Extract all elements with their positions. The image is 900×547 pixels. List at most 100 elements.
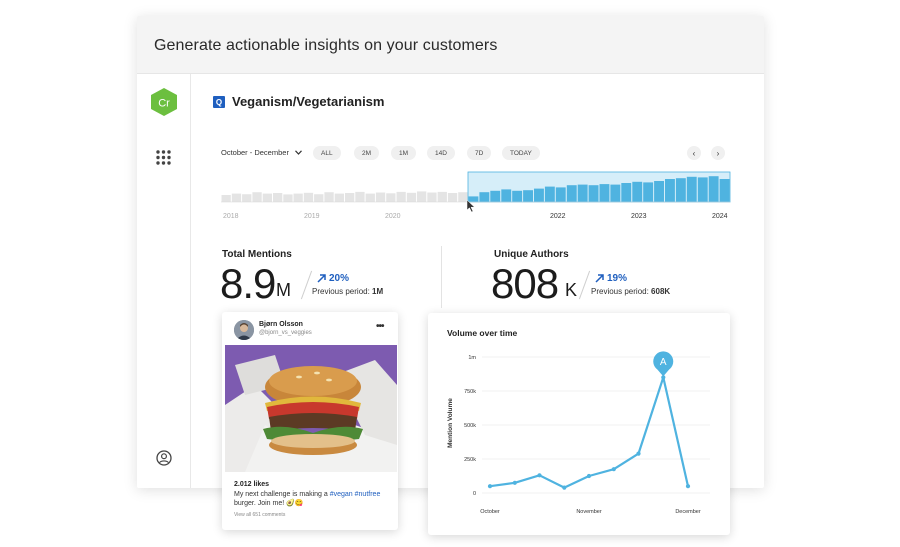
timeline-history-bar (262, 193, 272, 202)
topic-title: Veganism/Vegetarianism (232, 94, 385, 109)
trend-up-icon (317, 274, 326, 283)
timeline-history-bar (365, 193, 375, 202)
data-point (636, 451, 641, 456)
timeline-history-bar (417, 191, 427, 202)
post-caption-text: My next challenge is making a (234, 491, 328, 498)
total-mentions-previous: Previous period: 1M (312, 287, 383, 296)
previous-period-label: Previous period: (591, 287, 649, 296)
data-point (537, 473, 542, 478)
timeline-history-bar (324, 192, 334, 202)
social-post-card[interactable]: Bjørn Olsson @bjorn_vs_veggies ••• (222, 312, 398, 530)
data-point (661, 375, 666, 380)
timeline-history-bar (345, 193, 355, 202)
post-hashtags[interactable]: #vegan #nutfree (329, 491, 381, 498)
chart-annotation: A (653, 351, 674, 377)
annotation-label: A (660, 357, 667, 368)
year-label-2019: 2019 (304, 213, 320, 220)
timeline-history-bar (355, 191, 365, 202)
timeline-history-bar (386, 193, 396, 202)
range-button-today[interactable]: TODAY (502, 146, 540, 160)
x-tick-label: November (576, 509, 602, 515)
timeline-selected-bar (665, 179, 675, 202)
unique-authors-change: 19% (607, 273, 628, 284)
total-mentions-value: 8.9 (220, 260, 276, 307)
previous-period-value: 1M (372, 287, 384, 296)
timeline-selected-bar (544, 186, 555, 202)
timeline-history-bar (252, 192, 262, 202)
timeline-history-bar (303, 192, 314, 202)
timeline-history-bar (273, 193, 283, 202)
total-mentions-label: Total Mentions (222, 249, 292, 260)
unique-authors-unit: K (565, 280, 578, 300)
post-likes: 2.012 likes (234, 481, 270, 488)
avatar[interactable] (234, 320, 254, 340)
timeline-selected-bar (708, 176, 719, 202)
chart-y-ticks: 1m 750k 500k 250k 0 (464, 355, 476, 497)
apps-grid-icon[interactable] (156, 150, 171, 165)
timeline-history-bar (396, 191, 406, 202)
timeline-selected-bar (621, 183, 632, 202)
range-button-14d[interactable]: 14D (427, 146, 455, 160)
view-comments-link[interactable]: View all 651 comments (234, 512, 286, 518)
data-point (611, 467, 616, 472)
range-button-7d[interactable]: 7D (467, 146, 492, 160)
logo-text: Cr (158, 98, 170, 110)
prev-period-button[interactable]: ‹ (687, 146, 701, 160)
timeline-selected-bar (534, 188, 544, 202)
brand-logo-icon[interactable]: Cr (151, 88, 177, 116)
post-caption: My next challenge is making a #vegan #nu… (234, 490, 394, 508)
timeline-selected-bar (588, 185, 599, 202)
timeline-selected-bar (490, 190, 501, 202)
timeline-history-bar (406, 192, 417, 202)
previous-period-value: 608K (651, 287, 671, 296)
timeline-history-bar (437, 191, 447, 202)
chart-x-labels: October November December (480, 509, 701, 515)
timeline-selected-bar (566, 185, 577, 202)
timeline-selected-bar (577, 184, 588, 202)
x-tick-label: October (480, 509, 500, 515)
chart-grid (482, 356, 710, 494)
timeline-selected-bar (468, 196, 479, 202)
next-period-button[interactable]: › (711, 146, 725, 160)
timeline-history-bar (334, 193, 344, 202)
timeline-history-bar (447, 193, 458, 202)
unique-authors-value: 808 (491, 260, 559, 307)
year-label-2024: 2024 (712, 213, 728, 220)
year-label-2022: 2022 (550, 213, 566, 220)
post-author[interactable]: Bjørn Olsson (259, 321, 303, 328)
timeline-history-bar (231, 193, 242, 202)
range-button-2m[interactable]: 2M (354, 146, 380, 160)
year-label-2020: 2020 (385, 213, 401, 220)
post-caption-end: burger. Join me! 🥑😋 (234, 500, 304, 507)
range-button-all[interactable]: ALL (313, 146, 341, 160)
y-tick-label: 1m (468, 355, 476, 361)
year-label-2023: 2023 (631, 213, 647, 220)
year-label-2018: 2018 (223, 213, 239, 220)
query-badge-icon: Q (213, 96, 225, 108)
total-mentions-unit: M (276, 280, 291, 300)
timeline-selection[interactable] (467, 171, 731, 203)
timeline-history-bar (242, 194, 252, 202)
timeline-history-bar (293, 193, 303, 202)
chart-title: Volume over time (447, 328, 518, 338)
unique-authors-previous: Previous period: 608K (591, 287, 670, 296)
window-header: Generate actionable insights on your cus… (137, 16, 764, 74)
timeline-history-bar (427, 192, 437, 202)
total-mentions-change: 20% (329, 273, 350, 284)
x-tick-label: December (675, 509, 701, 515)
timeline-history-bar (221, 195, 231, 202)
user-account-icon[interactable] (156, 450, 172, 466)
y-tick-label: 500k (464, 423, 476, 429)
range-button-1m[interactable]: 1M (391, 146, 417, 160)
timeline-brush[interactable]: 2018 2019 2020 2022 2023 2024 (221, 170, 731, 226)
trend-up-icon (595, 274, 604, 283)
unique-authors-label: Unique Authors (494, 249, 569, 260)
metric-separator (578, 270, 591, 300)
more-options-icon[interactable]: ••• (376, 321, 384, 332)
series-line (489, 376, 690, 489)
period-dropdown[interactable]: October - December (221, 148, 302, 157)
previous-period-label: Previous period: (312, 287, 370, 296)
chart-points (487, 375, 691, 490)
chevron-down-icon (295, 150, 302, 155)
